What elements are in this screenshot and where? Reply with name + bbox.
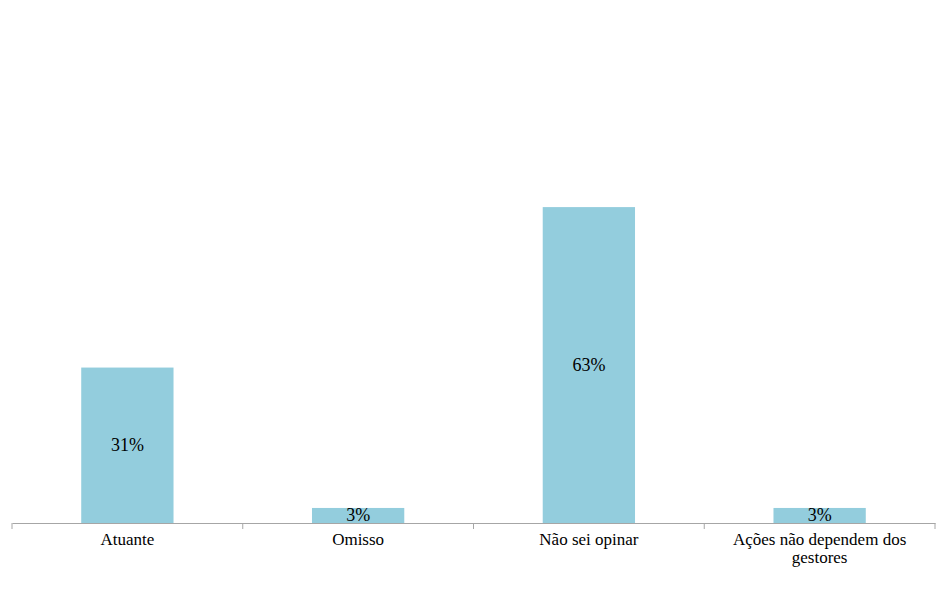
category-divider — [473, 523, 474, 529]
category-divider — [242, 523, 243, 529]
data-label: 31% — [111, 435, 144, 455]
x-tick: Ações não dependem dosgestores — [733, 523, 906, 567]
x-tick-label: Omisso — [332, 530, 384, 549]
bar — [81, 368, 173, 523]
chart-svg: Atuante Omisso Não sei opinar Ações não dep… — [0, 0, 939, 600]
x-tick-label: Ações não dependem dosgestores — [733, 530, 906, 567]
category-divider — [935, 523, 936, 529]
data-label: 63% — [572, 355, 605, 375]
x-tick: Atuante — [100, 523, 154, 549]
x-tick-label: Não sei opinar — [539, 530, 638, 549]
bars — [81, 207, 866, 523]
data-labels: 31% 3% 63% 3% — [111, 355, 832, 525]
data-label: 3% — [808, 505, 832, 525]
plot: Atuante Omisso Não sei opinar Ações não dep… — [12, 207, 936, 567]
x-tick: Omisso — [332, 523, 384, 549]
x-axis: Atuante Omisso Não sei opinar Ações não dep… — [12, 523, 936, 567]
bar — [543, 207, 635, 523]
category-divider — [12, 523, 13, 529]
category-divider — [704, 523, 705, 529]
x-tick: Não sei opinar — [539, 523, 638, 549]
data-label: 3% — [346, 505, 370, 525]
x-tick-label: Atuante — [100, 530, 154, 549]
